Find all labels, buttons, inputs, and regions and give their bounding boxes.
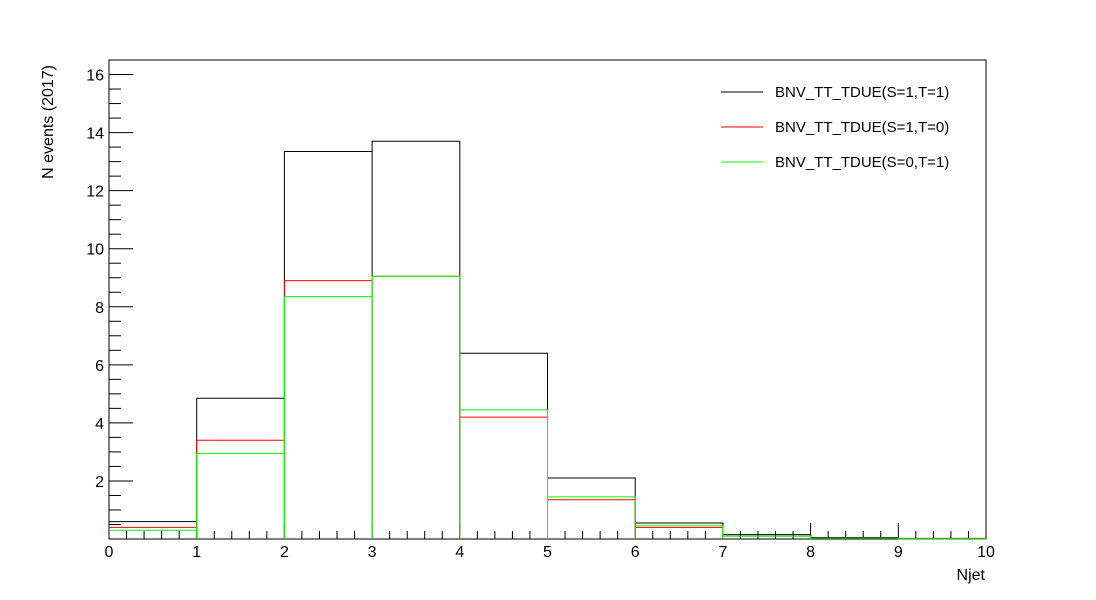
y-tick-label: 14	[86, 126, 104, 143]
y-tick-label: 10	[86, 242, 104, 259]
x-tick-label: 10	[977, 544, 995, 561]
y-axis-ticks: 2 4 6 8 10 12 14 16	[86, 68, 133, 525]
x-tick-label: 3	[368, 544, 377, 561]
x-tick-label: 0	[105, 544, 114, 561]
legend: BNV_TT_TDUE(S=1,T=1) BNV_TT_TDUE(S=1,T=0)…	[721, 84, 949, 171]
x-tick-label: 6	[631, 544, 640, 561]
x-tick-label: 9	[894, 544, 903, 561]
y-tick-label: 16	[86, 68, 104, 85]
y-tick-label: 12	[86, 184, 104, 201]
y-tick-label: 2	[95, 474, 104, 491]
y-tick-label: 4	[95, 416, 104, 433]
y-tick-label: 8	[95, 300, 104, 317]
x-axis-title: Njet	[957, 567, 986, 584]
x-tick-label: 1	[192, 544, 201, 561]
series-line-2	[109, 275, 986, 540]
series-layer	[109, 140, 986, 540]
y-tick-label: 6	[95, 358, 104, 375]
x-tick-label: 5	[543, 544, 552, 561]
x-tick-label: 2	[280, 544, 289, 561]
x-tick-label: 8	[806, 544, 815, 561]
legend-label: BNV_TT_TDUE(S=1,T=1)	[775, 84, 949, 101]
x-tick-label: 7	[718, 544, 727, 561]
legend-label: BNV_TT_TDUE(S=0,T=1)	[775, 154, 949, 171]
legend-label: BNV_TT_TDUE(S=1,T=0)	[775, 119, 949, 136]
x-tick-label: 4	[455, 544, 464, 561]
y-axis-title: N events (2017)	[40, 65, 57, 179]
x-axis-ticks: 0 1 2 3 4 5 6 7 8 9 10	[105, 523, 995, 561]
